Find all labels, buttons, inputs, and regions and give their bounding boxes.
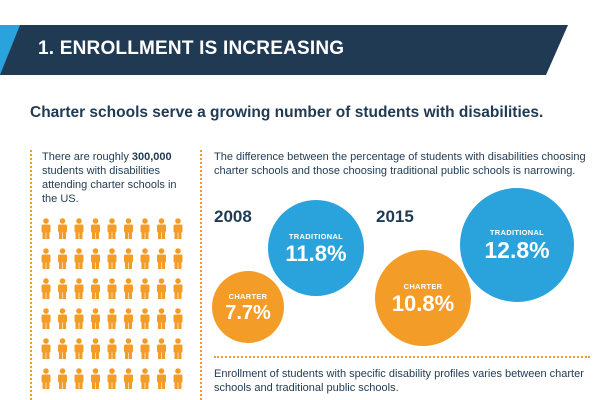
intro-highlight: 300,000	[131, 151, 172, 163]
bubble-value: 11.8%	[285, 240, 347, 266]
person-icon	[157, 218, 166, 239]
person-icon	[74, 218, 84, 239]
person-icon	[157, 248, 166, 269]
person-icon	[91, 308, 100, 329]
person-icon	[107, 218, 117, 239]
person-icon	[107, 308, 117, 329]
person-icon	[140, 278, 150, 299]
banner-shape	[0, 25, 568, 75]
person-icon	[74, 368, 84, 389]
person-icon	[140, 248, 150, 269]
bubble-label: TRADITIONAL	[489, 228, 545, 237]
person-icon	[140, 218, 150, 239]
person-icon	[58, 278, 67, 299]
bubble-value: 10.8%	[391, 290, 455, 316]
person-icon	[173, 278, 183, 299]
person-icon	[58, 308, 67, 329]
person-icon	[140, 338, 150, 359]
section-title: 1. ENROLLMENT IS INCREASING	[38, 38, 345, 59]
person-icon	[74, 308, 84, 329]
person-icon	[41, 338, 51, 359]
bubble-2008-charter: CHARTER 7.7%	[212, 271, 284, 343]
bubble-value: 12.8%	[484, 237, 550, 263]
person-icon	[107, 248, 117, 269]
year-2015-label: 2015	[376, 207, 414, 226]
person-icon	[91, 248, 100, 269]
bubble-value: 7.7%	[225, 301, 271, 324]
person-icon	[140, 308, 150, 329]
person-icon	[91, 338, 100, 359]
person-icon	[140, 368, 150, 389]
bubble-2015-charter: CHARTER 10.8%	[375, 250, 471, 346]
section-banner: 1. ENROLLMENT IS INCREASING	[0, 25, 600, 75]
intro-text: There are roughly 300,000 students with …	[42, 150, 192, 206]
person-icon	[124, 248, 133, 269]
person-icon	[173, 218, 183, 239]
person-icon	[74, 338, 84, 359]
people-icons	[41, 218, 183, 389]
person-icon	[157, 338, 166, 359]
person-icon	[157, 278, 166, 299]
person-icon	[91, 218, 100, 239]
person-icon	[91, 278, 100, 299]
bubble-label: CHARTER	[228, 291, 268, 301]
person-icon	[41, 218, 51, 239]
person-icon	[173, 248, 183, 269]
person-icon	[41, 368, 51, 389]
person-icon	[58, 338, 67, 359]
person-icon	[124, 278, 133, 299]
person-icon	[157, 368, 166, 389]
person-icon	[124, 308, 133, 329]
person-icon	[173, 368, 183, 389]
person-icon	[41, 308, 51, 329]
person-icon	[58, 248, 67, 269]
person-icon	[74, 278, 84, 299]
person-icon	[124, 218, 133, 239]
person-icon	[107, 278, 117, 299]
section-divider	[214, 356, 590, 358]
bubble-label: CHARTER	[403, 281, 443, 291]
left-divider	[30, 150, 32, 400]
person-icon	[173, 308, 183, 329]
bubble-2015-traditional: TRADITIONAL 12.8%	[460, 188, 574, 302]
subtitle: Charter schools serve a growing number o…	[30, 104, 544, 121]
person-icon	[41, 278, 51, 299]
person-icon	[74, 248, 84, 269]
person-icon	[124, 368, 133, 389]
person-icon	[173, 338, 183, 359]
person-icon	[107, 368, 117, 389]
profile-text: Enrollment of students with specific dis…	[214, 368, 584, 394]
year-2008-label: 2008	[214, 207, 252, 226]
person-icon	[58, 218, 67, 239]
person-icon	[41, 248, 51, 269]
people-grid	[40, 218, 190, 400]
bubble-label: TRADITIONAL	[288, 231, 344, 241]
person-icon	[107, 338, 117, 359]
center-divider	[200, 150, 202, 400]
person-icon	[124, 338, 133, 359]
intro-part2: students with disabilities attending cha…	[42, 165, 177, 205]
person-icon	[91, 368, 100, 389]
person-icon	[157, 308, 166, 329]
difference-text: The difference between the percentage of…	[214, 151, 586, 177]
person-icon	[58, 368, 67, 389]
intro-part1: There are roughly	[42, 151, 132, 163]
bubble-2008-traditional: TRADITIONAL 11.8%	[268, 200, 364, 296]
